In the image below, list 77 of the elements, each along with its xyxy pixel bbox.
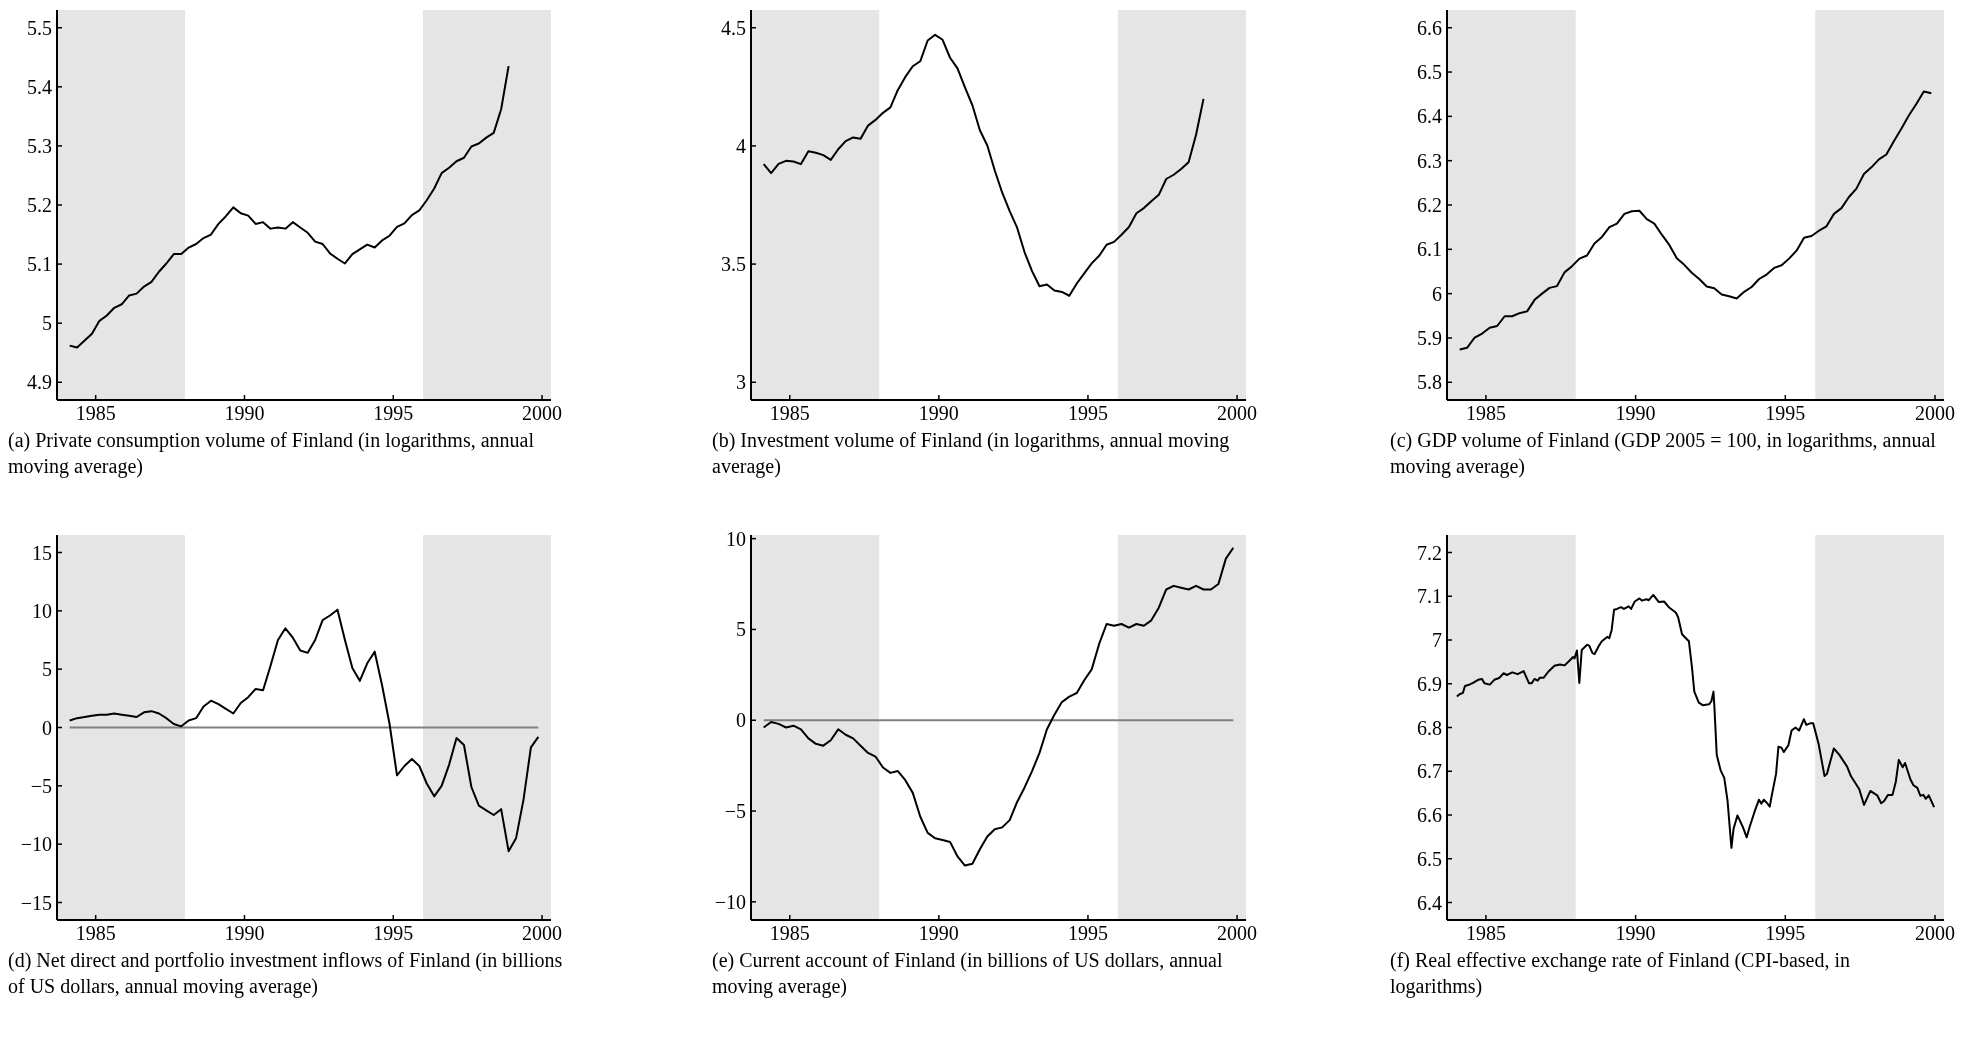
y-tick-label: 6.9 xyxy=(1417,672,1442,695)
y-tick-label: 5 xyxy=(42,312,52,335)
y-tick-label: 5.9 xyxy=(1417,326,1442,349)
y-tick-label: 6.6 xyxy=(1417,804,1442,826)
x-tick-label: 1990 xyxy=(918,922,959,944)
line-series xyxy=(1458,90,1933,351)
y-tick-label: 5 xyxy=(736,618,746,641)
y-tick-label: 5 xyxy=(42,658,52,681)
y-tick-label: 6.5 xyxy=(1417,847,1442,870)
y-tick-label: 10 xyxy=(726,527,746,550)
x-tick-label: 1990 xyxy=(224,402,265,424)
y-tick-label: 6.4 xyxy=(1417,891,1442,914)
y-tick-label: 4 xyxy=(736,134,746,157)
x-tick-label: 2000 xyxy=(1217,922,1258,944)
y-tick-label: 6.1 xyxy=(1417,238,1442,261)
y-tick-label: 6.6 xyxy=(1417,16,1442,39)
y-tick-label: 3.5 xyxy=(721,253,746,276)
y-tick-label: 15 xyxy=(32,541,52,564)
x-tick-label: 1985 xyxy=(75,402,116,424)
x-tick-label: 1990 xyxy=(918,402,959,424)
y-tick-label: 5.5 xyxy=(27,16,52,39)
x-tick-label: 1995 xyxy=(1067,922,1108,944)
y-tick-label: 7.1 xyxy=(1417,585,1442,608)
y-tick-label: 7 xyxy=(1432,629,1442,651)
y-tick-label: 7.2 xyxy=(1417,541,1442,564)
x-tick-label: 1985 xyxy=(769,922,810,944)
y-tick-label: 6.4 xyxy=(1417,105,1442,128)
y-tick-label: 5.1 xyxy=(27,253,52,276)
y-tick-label: 5.4 xyxy=(27,75,52,98)
y-tick-label: −10 xyxy=(714,890,746,913)
x-tick-label: 1995 xyxy=(373,922,414,944)
y-tick-label: 6.2 xyxy=(1417,194,1442,216)
x-tick-label: 1995 xyxy=(1765,402,1806,424)
y-tick-label: 5.3 xyxy=(27,134,52,157)
y-tick-label: 5.8 xyxy=(1417,371,1442,394)
y-tick-label: 4.9 xyxy=(27,371,52,394)
x-tick-label: 1995 xyxy=(1067,402,1108,424)
line-series xyxy=(68,65,510,349)
text: (e) Current account of Finland (in billions of US dollars, annual moving average) xyxy=(712,949,1223,998)
x-tick-label: 1990 xyxy=(1615,922,1656,944)
line-series xyxy=(68,608,540,853)
text: (d) Net direct and portfolio investment inflows of Finland (in billions of US dollars, annual moving average) xyxy=(8,949,563,998)
x-tick-label: 1985 xyxy=(75,922,116,944)
line-series xyxy=(762,33,1205,297)
y-tick-label: 6.3 xyxy=(1417,149,1442,172)
y-tick-label: 10 xyxy=(32,599,52,622)
line-series xyxy=(1455,593,1936,849)
x-tick-label: 2000 xyxy=(522,402,563,424)
text: (a) Private consumption volume of Finland (in logarithms, annual moving average) xyxy=(8,429,535,478)
x-tick-label: 1995 xyxy=(1765,922,1806,944)
y-tick-label: 6.5 xyxy=(1417,61,1442,84)
x-tick-label: 2000 xyxy=(1915,402,1956,424)
x-tick-label: 1985 xyxy=(1465,402,1506,424)
text: (f) Real effective exchange rate of Finland (CPI-based, in logarithms) xyxy=(1390,949,1850,998)
y-tick-label: −5 xyxy=(30,774,52,797)
x-tick-label: 1985 xyxy=(1465,922,1506,944)
x-tick-label: 1995 xyxy=(373,402,414,424)
x-tick-label: 2000 xyxy=(1915,922,1956,944)
y-tick-label: 5.2 xyxy=(27,194,52,216)
y-tick-label: 6.7 xyxy=(1417,760,1442,783)
y-tick-label: 6.8 xyxy=(1417,716,1442,739)
text: (b) Investment volume of Finland (in logarithms, annual moving average) xyxy=(712,429,1230,478)
y-tick-label: 6 xyxy=(1432,282,1442,305)
x-tick-label: 1990 xyxy=(224,922,265,944)
y-tick-label: −15 xyxy=(20,891,52,914)
x-tick-label: 2000 xyxy=(1217,402,1258,424)
x-tick-label: 1985 xyxy=(769,402,810,424)
y-tick-label: 0 xyxy=(42,716,52,739)
line-series xyxy=(762,546,1235,867)
y-tick-label: −5 xyxy=(724,800,746,823)
y-tick-label: 4.5 xyxy=(721,16,746,39)
y-tick-label: 0 xyxy=(736,709,746,732)
x-tick-label: 1990 xyxy=(1615,402,1656,424)
y-tick-label: −10 xyxy=(20,833,52,856)
text: (c) GDP volume of Finland (GDP 2005 = 100, in logarithms, annual moving average) xyxy=(1390,429,1937,478)
y-tick-label: 3 xyxy=(736,371,746,394)
x-tick-label: 2000 xyxy=(522,922,563,944)
